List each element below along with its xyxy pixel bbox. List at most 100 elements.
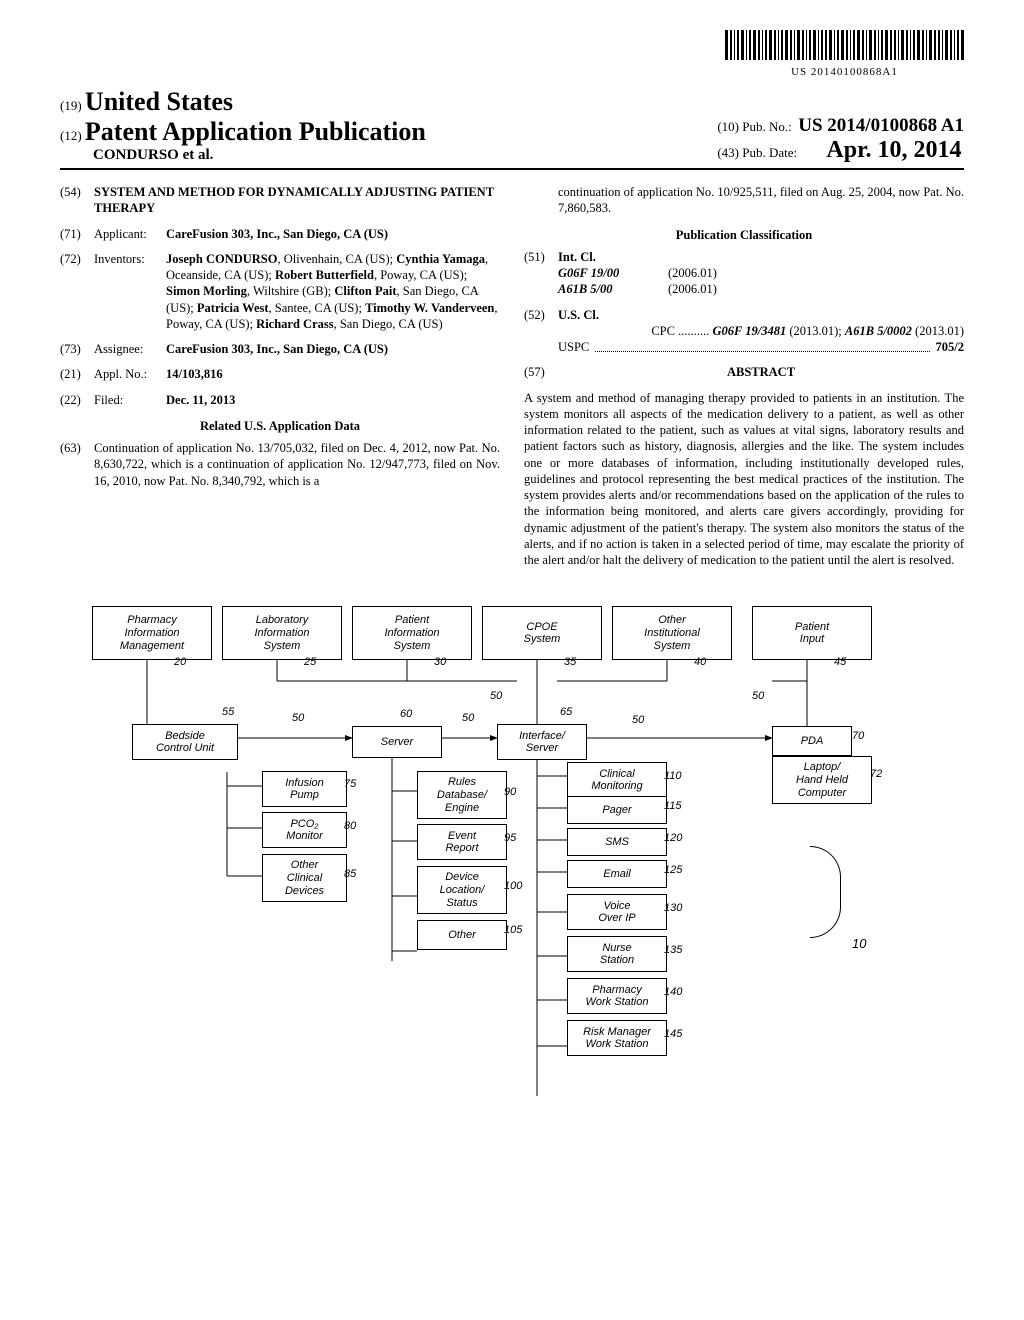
- node-other-dev: Other Clinical Devices: [262, 854, 347, 902]
- inid-title: (54): [60, 184, 94, 217]
- node-interface: Interface/ Server: [497, 724, 587, 760]
- continuation-1: Continuation of application No. 13/705,0…: [94, 440, 500, 489]
- node-pda: PDA: [772, 726, 852, 756]
- ref-130: 130: [664, 902, 682, 914]
- barcode-bars: [725, 30, 964, 60]
- authors-line: CONDURSO et al.: [93, 147, 426, 164]
- patent-title: SYSTEM AND METHOD FOR DYNAMICALLY ADJUST…: [94, 184, 500, 217]
- node-clinical: Clinical Monitoring: [567, 762, 667, 798]
- ref-80: 80: [344, 820, 356, 832]
- ref-135: 135: [664, 944, 682, 956]
- ref-115: 115: [664, 800, 682, 812]
- ref-10: 10: [852, 936, 866, 951]
- node-laptop: Laptop/ Hand Held Computer: [772, 756, 872, 804]
- node-device-loc: Device Location/ Status: [417, 866, 507, 914]
- node-patient-info: Patient Information System: [352, 606, 472, 660]
- ref-100: 100: [504, 880, 522, 892]
- assignee-value: CareFusion 303, Inc., San Diego, CA (US): [166, 341, 500, 357]
- ref-50c: 50: [490, 690, 502, 702]
- ref-50e: 50: [752, 690, 764, 702]
- node-risk: Risk Manager Work Station: [567, 1020, 667, 1056]
- inid-applno: (21): [60, 366, 94, 382]
- pubno-label: Pub. No.:: [742, 119, 791, 134]
- ref-120: 120: [664, 832, 682, 844]
- cpc-line: CPC .......... G06F 19/3481 (2013.01); A…: [558, 323, 964, 339]
- ref-20: 20: [174, 656, 186, 668]
- inid-assignee: (73): [60, 341, 94, 357]
- ref-125: 125: [664, 864, 682, 876]
- pubdate-label: Pub. Date:: [742, 145, 797, 160]
- doc-type: Patent Application Publication: [85, 117, 426, 146]
- ref-55: 55: [222, 706, 234, 718]
- abstract-text: A system and method of managing therapy …: [524, 390, 964, 569]
- intcl-1-code: G06F 19/00: [558, 265, 668, 281]
- ref-50a: 50: [292, 712, 304, 724]
- ref-75: 75: [344, 778, 356, 790]
- inid-pubdate: (43): [717, 145, 739, 160]
- continuation-2: continuation of application No. 10/925,5…: [558, 184, 964, 217]
- inid-doctype: (12): [60, 128, 82, 143]
- applno-value: 14/103,816: [166, 367, 223, 381]
- node-pharmacy-ws: Pharmacy Work Station: [567, 978, 667, 1014]
- ref-50d: 50: [632, 714, 644, 726]
- assignee-label: Assignee:: [94, 341, 166, 357]
- node-bedside: Bedside Control Unit: [132, 724, 238, 760]
- ref-50b: 50: [462, 712, 474, 724]
- filed-value: Dec. 11, 2013: [166, 393, 235, 407]
- node-lab-info: Laboratory Information System: [222, 606, 342, 660]
- system-bracket-icon: [810, 846, 841, 938]
- inid-uscl: (52): [524, 307, 558, 356]
- inventors-value: Joseph CONDURSO, Olivenhain, CA (US); Cy…: [166, 251, 500, 332]
- pub-date: Apr. 10, 2014: [826, 137, 961, 163]
- ref-30: 30: [434, 656, 446, 668]
- node-pharmacy-info: Pharmacy Information Management: [92, 606, 212, 660]
- inid-abstract: (57): [524, 364, 558, 380]
- pub-class-heading: Publication Classification: [524, 227, 964, 243]
- ref-72: 72: [870, 768, 882, 780]
- abstract-heading: ABSTRACT: [727, 365, 795, 379]
- inid-filed: (22): [60, 392, 94, 408]
- intcl-2-code: A61B 5/00: [558, 281, 668, 297]
- ref-85: 85: [344, 868, 356, 880]
- node-event: Event Report: [417, 824, 507, 860]
- inid-country: (19): [60, 98, 82, 113]
- inid-intcl: (51): [524, 249, 558, 298]
- inid-inventors: (72): [60, 251, 94, 332]
- inid-applicant: (71): [60, 226, 94, 242]
- intcl-2-date: (2006.01): [668, 281, 717, 297]
- intcl-1-date: (2006.01): [668, 265, 717, 281]
- node-sms: SMS: [567, 828, 667, 856]
- ref-95: 95: [504, 832, 516, 844]
- ref-25: 25: [304, 656, 316, 668]
- node-pco2: PCO₂ Monitor: [262, 812, 347, 848]
- ref-110: 110: [664, 770, 682, 782]
- inid-continuation: (63): [60, 440, 94, 489]
- ref-65: 65: [560, 706, 572, 718]
- node-patient-input: Patient Input: [752, 606, 872, 660]
- intcl-label: Int. Cl.: [558, 250, 596, 264]
- node-pager: Pager: [567, 796, 667, 824]
- node-server: Server: [352, 726, 442, 758]
- node-nurse: Nurse Station: [567, 936, 667, 972]
- pub-number: US 2014/0100868 A1: [798, 115, 964, 136]
- ref-90: 90: [504, 786, 516, 798]
- filed-label: Filed:: [94, 392, 166, 408]
- system-diagram: Pharmacy Information Management Laborato…: [72, 596, 952, 1136]
- node-infusion: Infusion Pump: [262, 771, 347, 807]
- barcode-text: US 20140100868A1: [725, 66, 964, 78]
- ref-35: 35: [564, 656, 576, 668]
- applicant-label: Applicant:: [94, 226, 166, 242]
- applicant-value: CareFusion 303, Inc., San Diego, CA (US): [166, 226, 500, 242]
- related-heading: Related U.S. Application Data: [60, 418, 500, 434]
- inid-pubno: (10): [717, 119, 739, 134]
- country: United States: [85, 87, 233, 116]
- node-cpoe: CPOE System: [482, 606, 602, 660]
- uscl-label: U.S. Cl.: [558, 308, 599, 322]
- inventors-label: Inventors:: [94, 251, 166, 332]
- node-voice: Voice Over IP: [567, 894, 667, 930]
- node-other: Other: [417, 920, 507, 950]
- node-email: Email: [567, 860, 667, 888]
- applno-label: Appl. No.:: [94, 366, 166, 382]
- uspc-value: 705/2: [936, 339, 964, 355]
- uspc-label: USPC: [558, 339, 589, 355]
